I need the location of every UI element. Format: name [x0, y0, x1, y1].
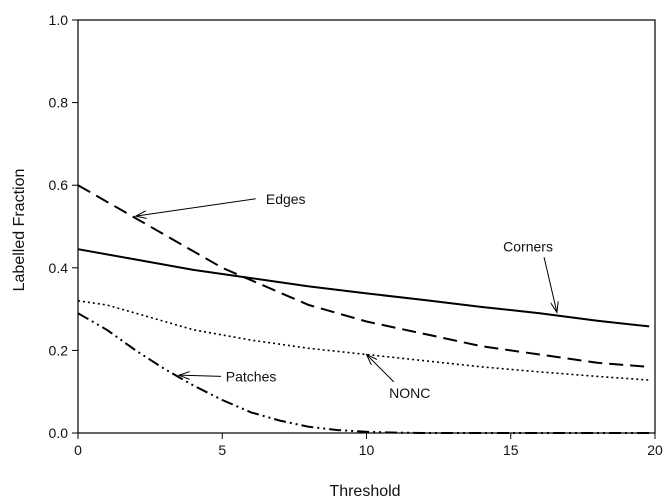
x-tick-label: 0 [74, 442, 82, 458]
x-tick-label: 20 [647, 442, 663, 458]
plot-frame [77, 19, 656, 434]
series-line-patches [77, 312, 650, 434]
x-tick-label: 5 [218, 442, 226, 458]
y-tick-label: 1.0 [49, 12, 69, 28]
annotation-label-nonc: NONC [389, 385, 430, 401]
x-tick-label: 15 [503, 442, 519, 458]
y-axis-title: Labelled Fraction [11, 169, 28, 292]
annotation-arrow-edges [136, 198, 256, 216]
y-tick-label: 0.6 [49, 177, 69, 193]
annotation-label-corners: Corners [503, 238, 553, 254]
y-tick-label: 0.8 [49, 95, 69, 111]
annotation-arrow-corners [543, 257, 557, 312]
annotation-arrow-nonc [367, 355, 395, 383]
x-axis-title: Threshold [329, 483, 400, 500]
y-tick-label: 0.4 [49, 260, 69, 276]
plot-area: 0 5 10 15 20 0.0 0.2 0.4 0.6 0.8 1.0 Edges Corners NO… [49, 12, 663, 458]
y-tick-label: 0.0 [49, 425, 69, 441]
annotation-label-patches: Patches [226, 368, 277, 384]
x-tick-label: 10 [359, 442, 375, 458]
series-line-corners [77, 248, 650, 328]
y-tick-label: 0.2 [49, 342, 69, 358]
series-line-nonc [77, 300, 650, 381]
annotation-label-edges: Edges [266, 191, 306, 207]
annotation-arrow-patches [179, 375, 222, 376]
